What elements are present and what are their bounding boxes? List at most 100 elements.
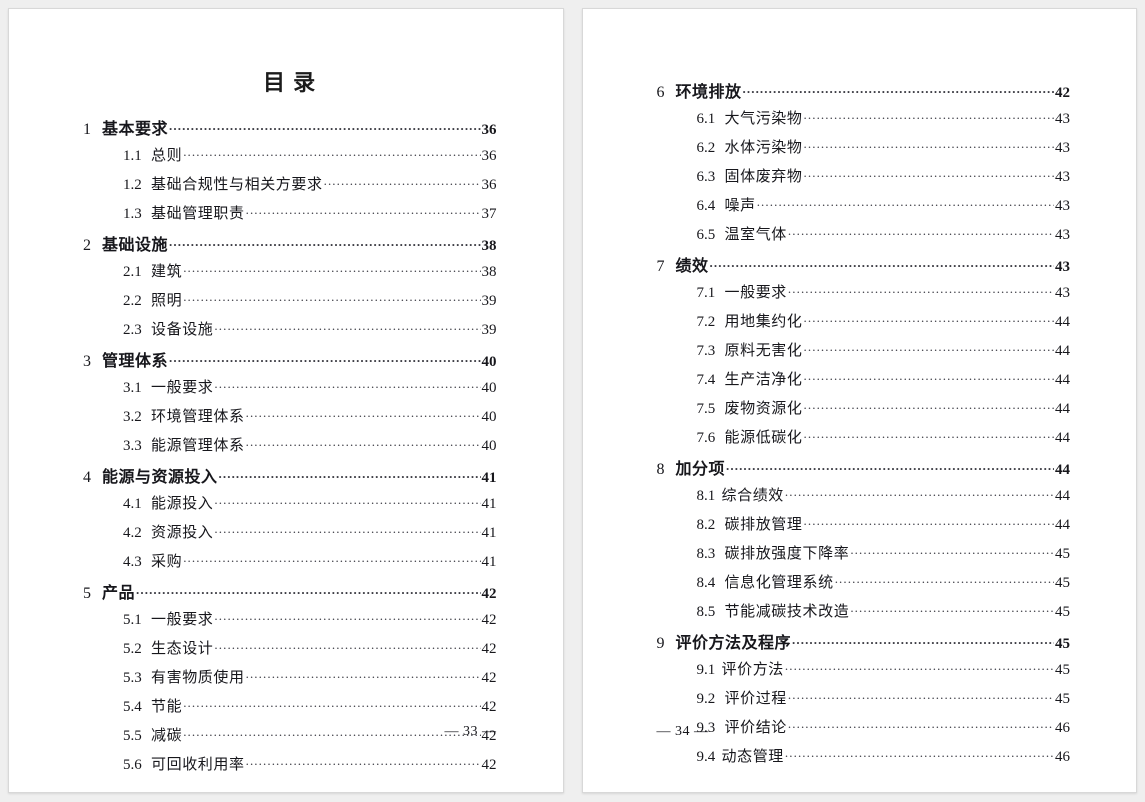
toc-entry-label: 可回收利用率 — [151, 757, 245, 773]
toc-entry-label: 总则 — [151, 148, 183, 164]
toc-entry[interactable]: 9 评价方法及程序 45 — [657, 629, 1071, 658]
toc-entry[interactable]: 2.2 照明 39 — [83, 289, 497, 318]
toc-entry[interactable]: 4 能源与资源投入 41 — [83, 463, 497, 492]
toc-dot-leader — [214, 493, 480, 508]
toc-entry[interactable]: 4.1 能源投入 41 — [83, 492, 497, 521]
toc-entry[interactable]: 6.3 固体废弃物 43 — [657, 165, 1071, 194]
toc-entry[interactable]: 5.6 可回收利用率 42 — [83, 753, 497, 782]
toc-entry-number: 6 — [656, 84, 665, 101]
toc-entry-page-number: 42 — [481, 641, 497, 657]
toc-entry[interactable]: 1.3 基础管理职责 37 — [83, 202, 497, 231]
toc-entry-label: 动态管理 — [721, 749, 784, 765]
toc-entry-page-number: 44 — [1055, 372, 1070, 388]
toc-entry-page-number: 41 — [481, 554, 497, 570]
toc-entry-page-number: 44 — [1055, 517, 1070, 533]
toc-entry-number: 5.6 — [123, 757, 142, 773]
toc-entry[interactable]: 5.1 一般要求 42 — [83, 608, 497, 637]
toc-dot-leader — [169, 118, 480, 134]
toc-dot-leader — [169, 350, 480, 366]
toc-entry-number: 7.4 — [696, 372, 716, 388]
toc-entry-page-number: 37 — [481, 206, 497, 222]
toc-entry-page-number: 39 — [481, 293, 497, 309]
toc-entry[interactable]: 7.3 原料无害化 44 — [657, 339, 1071, 368]
toc-dot-leader — [710, 255, 1054, 271]
toc-entry-number: 4.2 — [123, 525, 142, 541]
toc-entry-page-number: 43 — [1055, 198, 1070, 214]
toc-entry[interactable]: 9.4 动态管理 46 — [657, 745, 1071, 774]
toc-entry[interactable]: 3.1 一般要求 40 — [83, 376, 497, 405]
toc-entry[interactable]: 7.5 废物资源化 44 — [657, 397, 1071, 426]
toc-entry-label: 能源与资源投入 — [102, 469, 218, 486]
toc-entry[interactable]: 3.2 环境管理体系 40 — [83, 405, 497, 434]
toc-entry-page-number: 38 — [481, 238, 497, 254]
toc-entry[interactable]: 1.2 基础合规性与相关方要求 36 — [83, 173, 497, 202]
toc-entry-label: 能源投入 — [151, 496, 214, 512]
toc-dot-leader — [850, 601, 1054, 616]
toc-entry[interactable]: 5.4 节能 42 — [83, 695, 497, 724]
toc-entry-number: 9.2 — [696, 691, 716, 707]
toc-entry[interactable]: 7.1 一般要求 43 — [657, 281, 1071, 310]
toc-entry[interactable]: 2.1 建筑 38 — [83, 260, 497, 289]
toc-dot-leader — [246, 435, 481, 450]
toc-entry-label: 信息化管理系统 — [724, 575, 834, 591]
toc-entry[interactable]: 5.3 有害物质使用 42 — [83, 666, 497, 695]
toc-entry[interactable]: 8.4 信息化管理系统 45 — [657, 571, 1071, 600]
toc-entry[interactable]: 9.3 评价结论 46 — [657, 716, 1071, 745]
toc-entry[interactable]: 8.3 碳排放强度下降率 45 — [657, 542, 1071, 571]
toc-entry[interactable]: 6.4 噪声 43 — [657, 194, 1071, 223]
toc-entry[interactable]: 1.1 总则 36 — [83, 144, 497, 173]
toc-entry-number: 7.2 — [696, 314, 716, 330]
toc-entry[interactable]: 8.2 碳排放管理 44 — [657, 513, 1071, 542]
toc-entry[interactable]: 5.2 生态设计 42 — [83, 637, 497, 666]
toc-entry[interactable]: 7.2 用地集约化 44 — [657, 310, 1071, 339]
toc-entry[interactable]: 2.3 设备设施 39 — [83, 318, 497, 347]
toc-entry-page-number: 44 — [1055, 430, 1070, 446]
page-number-footer: — 34 — — [656, 724, 709, 739]
toc-entry-label: 综合绩效 — [721, 488, 784, 504]
toc-entry[interactable]: 5 产品 42 — [83, 579, 497, 608]
toc-entry[interactable]: 6.1 大气污染物 43 — [657, 107, 1071, 136]
toc-dot-leader — [214, 522, 480, 537]
toc-entry-page-number: 40 — [481, 438, 497, 454]
toc-entry-label: 水体污染物 — [724, 140, 803, 156]
toc-entry[interactable]: 4.3 采购 41 — [83, 550, 497, 579]
toc-entry[interactable]: 5.5 减碳 42 — [83, 724, 497, 753]
toc-entry-number: 8.2 — [696, 517, 716, 533]
toc-entry[interactable]: 8 加分项 44 — [657, 455, 1071, 484]
toc-entry-label: 原料无害化 — [724, 343, 803, 359]
toc-entry[interactable]: 3 管理体系 40 — [83, 347, 497, 376]
toc-entry[interactable]: 1 基本要求 36 — [83, 115, 497, 144]
toc-entry[interactable]: 6 环境排放 42 — [657, 78, 1071, 107]
toc-entry[interactable]: 2 基础设施 38 — [83, 231, 497, 260]
toc-dot-leader — [804, 340, 1054, 355]
toc-entry[interactable]: 7.4 生产洁净化 44 — [657, 368, 1071, 397]
toc-entry[interactable]: 4.2 资源投入 41 — [83, 521, 497, 550]
toc-entry[interactable]: 7.6 能源低碳化 44 — [657, 426, 1071, 455]
toc-entry-label: 基本要求 — [102, 121, 169, 138]
toc-entry[interactable]: 8.1 综合绩效 44 — [657, 484, 1071, 513]
toc-entry-label: 照明 — [151, 293, 183, 309]
document-page-right: 6环境排放426.1大气污染物436.2水体污染物436.3固体废弃物436.4… — [581, 8, 1137, 793]
toc-entry-page-number: 39 — [481, 322, 497, 338]
toc-entry[interactable]: 6.5 温室气体 43 — [657, 223, 1071, 252]
toc-dot-leader — [785, 659, 1054, 674]
toc-entry[interactable]: 8.5 节能减碳技术改造 45 — [657, 600, 1071, 629]
toc-entry-page-number: 45 — [1055, 691, 1070, 707]
toc-entry[interactable]: 7 绩效 43 — [657, 252, 1071, 281]
toc-dot-leader — [804, 108, 1054, 123]
toc-entry-number: 6.4 — [696, 198, 716, 214]
toc-entry[interactable]: 9.2 评价过程 45 — [657, 687, 1071, 716]
toc-dot-leader — [788, 224, 1054, 239]
toc-entry-page-number: 45 — [1055, 636, 1070, 652]
toc-entry[interactable]: 9.1 评价方法 45 — [657, 658, 1071, 687]
toc-entry-page-number: 42 — [481, 612, 497, 628]
toc-dot-leader — [246, 203, 481, 218]
toc-entry-page-number: 43 — [1055, 111, 1070, 127]
page-content-left: 目 录 1 基本要求 36 1.1 总则 36 1.2 基础合规性与相关方要求 36 1.3 基础管… — [9, 9, 563, 792]
toc-entry[interactable]: 6.2 水体污染物 43 — [657, 136, 1071, 165]
toc-entry-number: 5 — [83, 585, 91, 602]
toc-entry[interactable]: 3.3 能源管理体系 40 — [83, 434, 497, 463]
toc-entry-label: 固体废弃物 — [724, 169, 803, 185]
toc-entry-number: 1.3 — [123, 206, 142, 222]
toc-entry-label: 用地集约化 — [724, 314, 803, 330]
